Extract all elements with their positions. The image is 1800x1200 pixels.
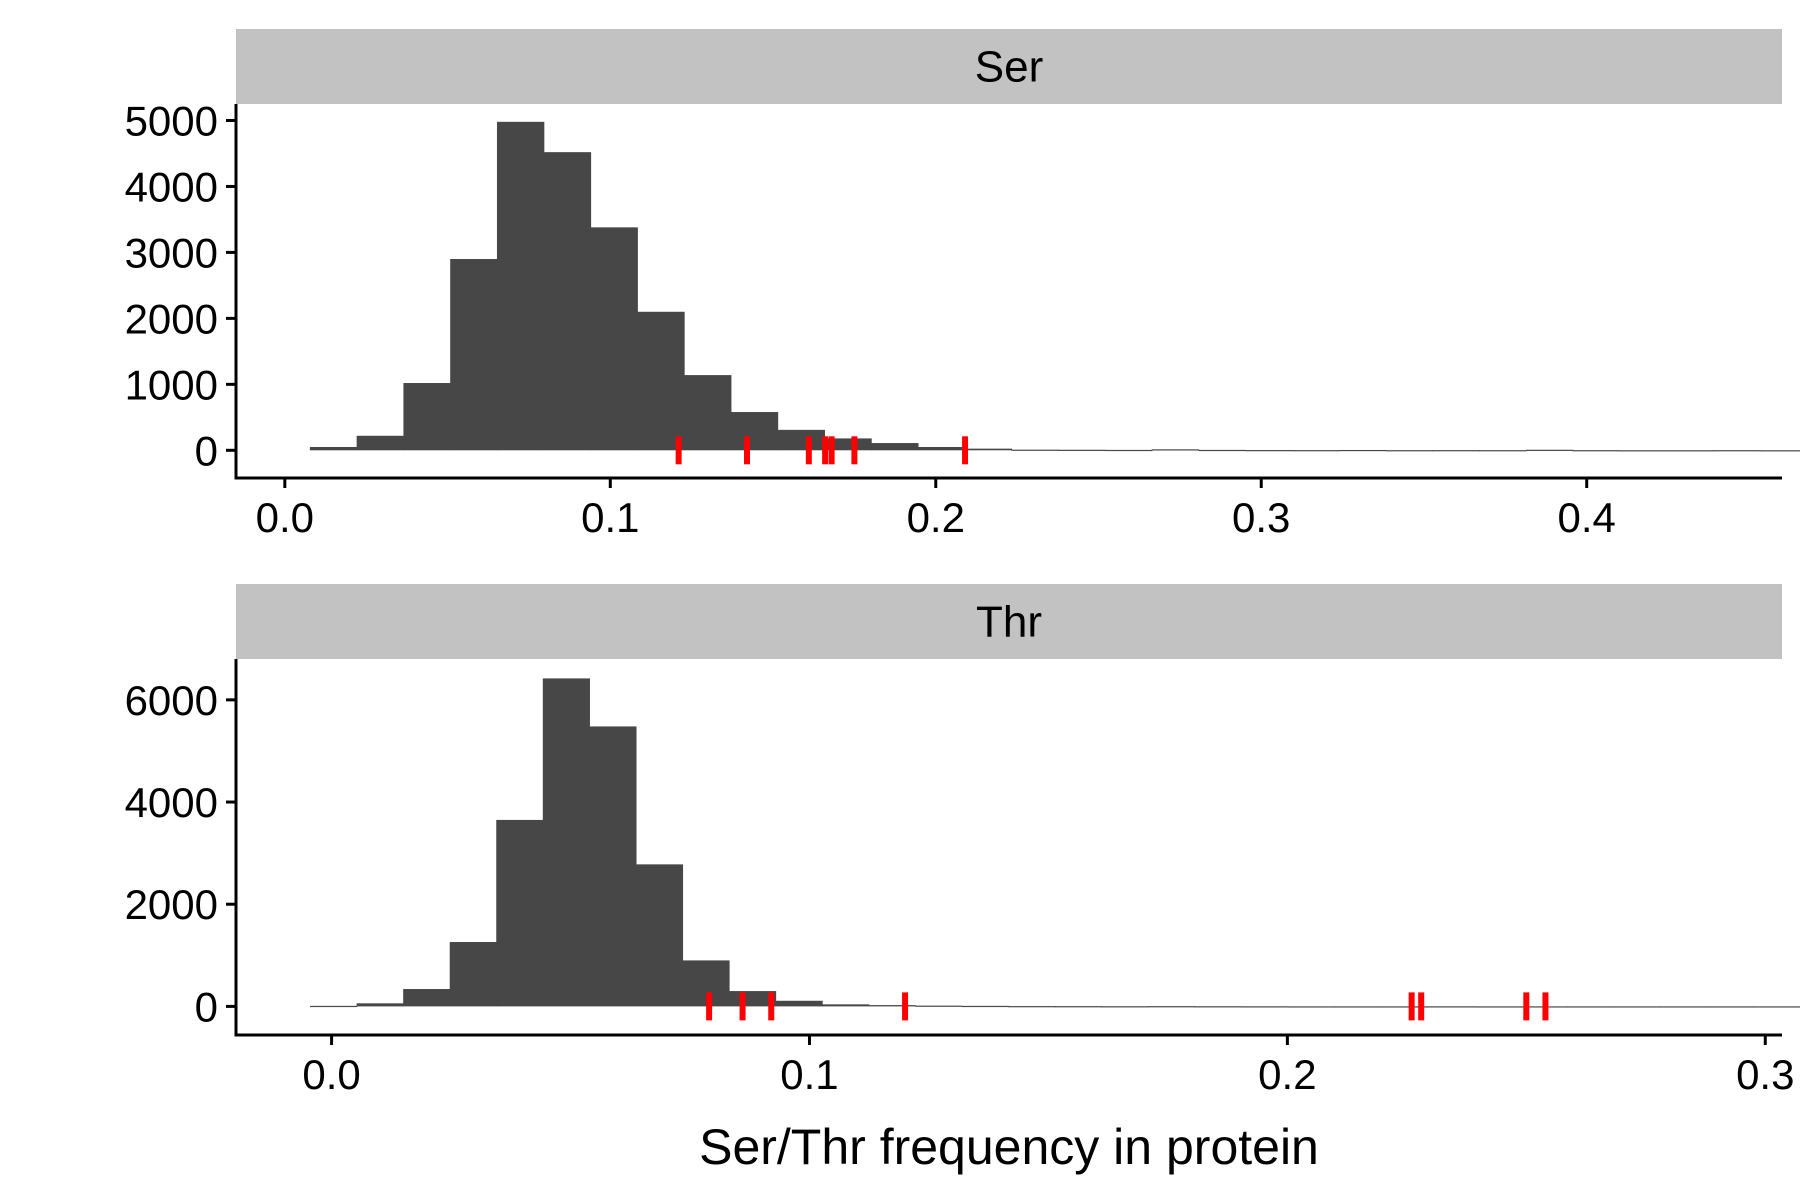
histogram-bar-ser — [1011, 449, 1059, 451]
x-tick-label: 0.1 — [581, 494, 639, 541]
y-tick-label: 5000 — [125, 97, 218, 144]
x-tick-label: 0.1 — [780, 1051, 838, 1098]
histogram-bar-thr — [449, 942, 497, 1007]
x-tick-label: 0.0 — [256, 494, 314, 541]
histogram-bar-thr — [1008, 1006, 1056, 1008]
rug-marks-ser — [675, 436, 969, 465]
histogram-bar-ser — [1292, 450, 1340, 452]
histogram-bar-ser — [356, 435, 405, 451]
histogram-bar-ser — [1432, 450, 1480, 452]
histogram-bar-thr — [1101, 1006, 1149, 1008]
y-tick-label: 6000 — [125, 677, 218, 724]
panel-thr: Thr 0 2000 4000 6000 0.0 0.1 0.2 0.3 — [125, 584, 1800, 1098]
bars-ser — [309, 121, 1800, 452]
bars-thr — [310, 678, 1800, 1008]
histogram-bar-ser — [1525, 449, 1574, 451]
histogram-bar-thr — [1147, 1006, 1196, 1008]
histogram-bar-ser — [1713, 450, 1761, 452]
x-tick-label: 0.2 — [907, 494, 965, 541]
histogram-bar-ser — [1198, 449, 1246, 452]
histogram-bar-thr — [822, 1004, 870, 1007]
histogram-bar-ser — [871, 443, 919, 451]
x-tick-label: 0.0 — [302, 1051, 360, 1098]
histogram-bar-ser — [1572, 450, 1621, 452]
histogram-bar-ser — [1479, 450, 1527, 452]
y-tick-label: 0 — [195, 427, 218, 474]
histogram-bar-thr — [1054, 1006, 1102, 1008]
y-tick-label: 2000 — [125, 881, 218, 928]
strip-ser — [236, 29, 1782, 104]
histogram-bar-thr — [1194, 1006, 1242, 1008]
histogram-bar-ser — [543, 152, 592, 451]
histogram-bar-ser — [1104, 449, 1153, 452]
histogram-bar-ser — [450, 259, 498, 451]
y-tick-label: 3000 — [125, 229, 218, 276]
strip-label-ser: Ser — [975, 43, 1043, 92]
histogram-bar-ser — [824, 438, 872, 451]
histogram-bar-thr — [589, 726, 637, 1007]
rug-marks-thr — [706, 992, 1549, 1021]
histogram-bar-ser — [1619, 450, 1667, 452]
histogram-bar-ser — [1759, 450, 1800, 452]
histogram-bar-thr — [1473, 1006, 1521, 1008]
y-tick-label: 1000 — [125, 361, 218, 408]
histogram-bar-ser — [1385, 450, 1433, 452]
histogram-bar-thr — [356, 1003, 404, 1007]
histogram-bar-thr — [1287, 1006, 1335, 1008]
histogram-bar-thr — [1334, 1006, 1382, 1008]
histogram-bar-ser — [590, 227, 638, 451]
histogram-bar-thr — [915, 1005, 963, 1007]
histogram-bar-ser — [1666, 450, 1714, 452]
histogram-bar-ser — [777, 429, 825, 451]
histogram-bar-thr — [1566, 1006, 1614, 1008]
histogram-bar-thr — [310, 1005, 358, 1008]
histogram-bar-ser — [1058, 449, 1106, 451]
histogram-bar-thr — [1706, 1006, 1754, 1008]
x-axis-title: Ser/Thr frequency in protein — [699, 1119, 1319, 1175]
y-tick-label: 2000 — [125, 295, 218, 342]
histogram-bar-thr — [961, 1005, 1009, 1008]
axes-thr: 0 2000 4000 6000 0.0 0.1 0.2 0.3 — [125, 659, 1794, 1098]
histogram-bar-ser — [309, 447, 358, 451]
histogram-bar-thr — [1241, 1006, 1289, 1008]
axes-ser: 0 1000 2000 3000 4000 5000 0.0 0.1 0.2 0.3 0.4 — [125, 97, 1782, 541]
histogram-bar-thr — [403, 989, 451, 1007]
histogram-bar-ser — [403, 383, 451, 451]
x-tick-label: 0.3 — [1736, 1051, 1794, 1098]
histogram-bar-ser — [1338, 449, 1387, 452]
strip-thr — [236, 584, 1782, 659]
histogram-bar-thr — [1659, 1006, 1708, 1008]
histogram-bar-thr — [682, 960, 730, 1007]
histogram-bar-thr — [1427, 1006, 1475, 1008]
y-tick-label: 4000 — [125, 163, 218, 210]
histogram-bar-thr — [542, 678, 590, 1007]
histogram-bar-thr — [496, 819, 544, 1007]
x-tick-label: 0.4 — [1558, 494, 1616, 541]
histogram-bar-thr — [1753, 1006, 1800, 1008]
histogram-bar-ser — [964, 448, 1013, 451]
histogram-bar-thr — [775, 1000, 823, 1007]
y-tick-label: 0 — [195, 983, 218, 1030]
y-tick-label: 4000 — [125, 779, 218, 826]
histogram-bar-ser — [1151, 449, 1200, 451]
histogram-bar-ser — [917, 447, 966, 451]
histogram-bar-ser — [496, 121, 545, 451]
histogram-bar-thr — [1613, 1006, 1661, 1008]
histogram-bar-ser — [637, 311, 685, 451]
histogram-bar-thr — [635, 864, 684, 1007]
histogram-bar-ser — [1245, 450, 1293, 452]
histogram-bar-ser — [730, 412, 779, 451]
histogram-bar-thr — [868, 1005, 916, 1007]
x-tick-label: 0.3 — [1232, 494, 1290, 541]
histogram-bar-thr — [1380, 1006, 1428, 1008]
x-tick-label: 0.2 — [1258, 1051, 1316, 1098]
strip-label-thr: Thr — [976, 598, 1042, 647]
histogram-bar-ser — [684, 375, 732, 451]
panel-ser: Ser 0 1000 2000 3000 4000 5000 0.0 0.1 0.2 0.3 0.4 — [125, 29, 1800, 541]
